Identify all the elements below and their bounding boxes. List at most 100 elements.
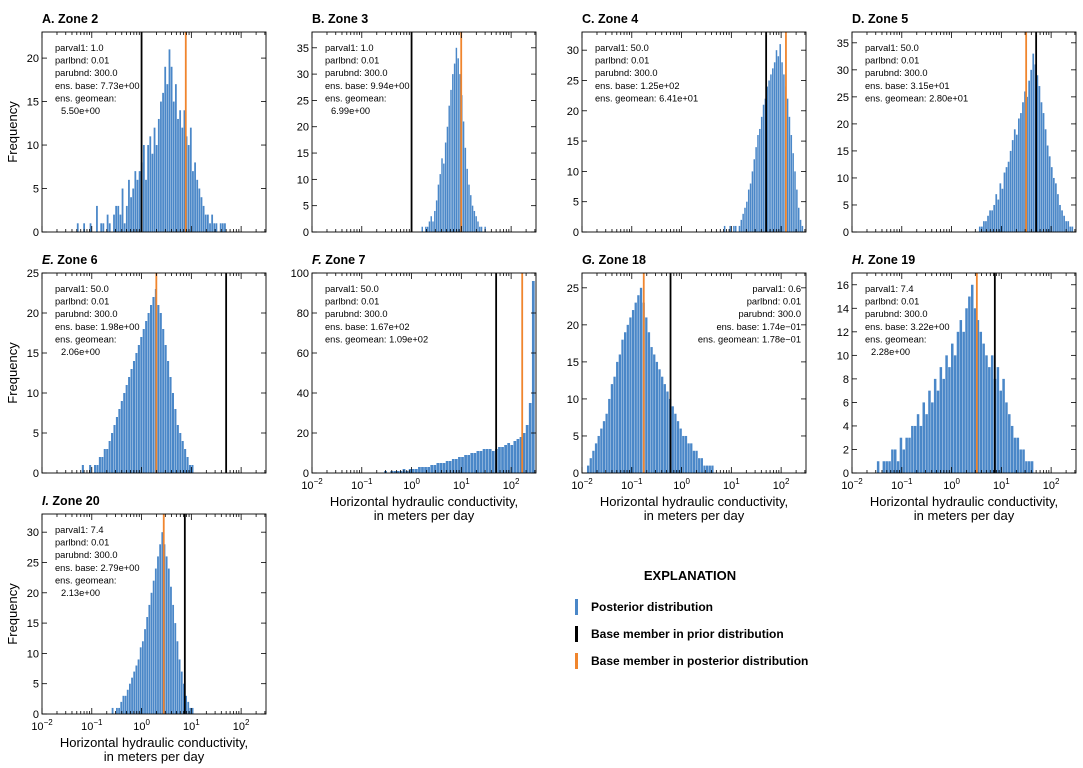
histogram-bar [922, 402, 926, 473]
histogram-bar [482, 449, 486, 473]
x-tick-exponent: −1 [363, 477, 373, 486]
y-tick-label: 10 [297, 174, 309, 186]
histogram-bar [645, 317, 648, 473]
panel-name: Zone 18 [595, 253, 646, 267]
histogram-bar [170, 586, 172, 714]
histogram-bar [939, 367, 943, 473]
y-axis-label: Frequency [5, 342, 20, 404]
histogram-bar [799, 219, 802, 232]
histogram-bar [221, 223, 224, 232]
histogram-bar [723, 225, 726, 232]
x-tick-exponent: 2 [245, 718, 250, 727]
histogram-bar [733, 225, 735, 232]
histogram-bar [187, 701, 190, 714]
histogram-bar [178, 659, 181, 714]
histogram-bar [455, 47, 458, 232]
histogram-bar [168, 49, 171, 232]
histogram-bar [891, 449, 894, 473]
y-axis-label: Frequency [5, 101, 20, 163]
y-tick-label: 5 [573, 197, 579, 209]
histogram-bar [89, 223, 92, 232]
histogram-bar [779, 44, 781, 233]
y-tick-label: 5 [33, 428, 39, 440]
histogram-bar [462, 121, 465, 232]
histogram-bar [125, 385, 128, 473]
histogram-bar [978, 226, 981, 232]
histogram-bar [174, 623, 177, 714]
histogram-bar [626, 324, 629, 473]
x-tick-base: 10 [773, 480, 785, 492]
histogram-bar [738, 225, 741, 232]
histogram-bar [908, 437, 911, 473]
histogram-bar [1028, 461, 1031, 473]
histogram-bar [421, 467, 424, 473]
histogram-bar [888, 461, 891, 473]
histogram-bar [144, 629, 146, 714]
x-tick-exponent: −2 [314, 477, 324, 486]
histogram-bar [1046, 145, 1049, 232]
histogram-bar [213, 223, 216, 232]
histogram-bar [1015, 134, 1018, 232]
histogram-bar [464, 147, 467, 232]
panel-letter: I. [42, 494, 49, 508]
y-tick-label: 0 [303, 468, 309, 480]
legend-label-posterior: Posterior distribution [591, 600, 714, 614]
y-tick-label: 20 [837, 119, 849, 131]
histogram-bar [1042, 113, 1045, 232]
histogram-bar [925, 414, 928, 473]
histogram-bar [1009, 150, 1012, 232]
histogram-bar [936, 390, 940, 473]
x-axis-label: in meters per day [374, 508, 475, 523]
histogram-bar [655, 361, 659, 473]
x-tick-base: 10 [81, 721, 93, 733]
histogram-bar [464, 455, 467, 473]
histogram-bar [476, 451, 480, 473]
legend-item-posterior: Posterior distribution [565, 597, 865, 624]
histogram-bar [152, 580, 155, 714]
histogram-bar [1022, 449, 1025, 473]
histogram-bar [76, 223, 79, 232]
histogram-bar [128, 377, 131, 473]
histogram-bar [1011, 140, 1014, 232]
histogram-bar [418, 467, 421, 473]
histogram-bar [176, 641, 179, 714]
histogram-bar [985, 221, 987, 232]
histogram-bar [103, 449, 106, 473]
histogram-bar [602, 421, 606, 473]
histogram-bar [700, 458, 703, 473]
histogram-bar [96, 205, 98, 232]
panel-letter: C. [582, 12, 595, 26]
histogram-bar [169, 377, 172, 473]
histogram-bar [471, 205, 474, 232]
histogram-bar [200, 197, 203, 232]
histogram-bar [131, 677, 133, 714]
histogram-bar [81, 465, 84, 473]
y-tick-label: 0 [843, 468, 849, 480]
histogram-bar [744, 207, 746, 232]
histogram-bar [434, 210, 436, 232]
histogram-bar [896, 461, 900, 473]
y-tick-label: 30 [837, 65, 849, 77]
x-tick-exponent: 1 [735, 477, 740, 486]
x-tick-label: 100 [133, 718, 150, 733]
histogram-bar [433, 465, 437, 473]
histogram-bar [187, 145, 190, 232]
histogram-bar [436, 463, 440, 473]
histogram-bar [882, 461, 886, 473]
histogram-bar [637, 295, 640, 473]
histogram-bar [703, 465, 706, 473]
histogram-bar [510, 445, 514, 473]
histogram-bar [132, 361, 136, 473]
plot-frame [581, 272, 807, 474]
parameter-annotation: ens. geomean: 6.41e+01 [595, 93, 698, 103]
y-tick-label: 15 [27, 97, 39, 109]
histogram-bar [128, 179, 130, 232]
histogram-bar [976, 320, 980, 473]
histogram-bar [443, 163, 445, 232]
histogram-bar [189, 707, 192, 714]
histogram-bar [115, 417, 118, 473]
histogram-bar [198, 188, 201, 232]
histogram-bar [1005, 167, 1008, 232]
histogram-bar [773, 62, 776, 232]
